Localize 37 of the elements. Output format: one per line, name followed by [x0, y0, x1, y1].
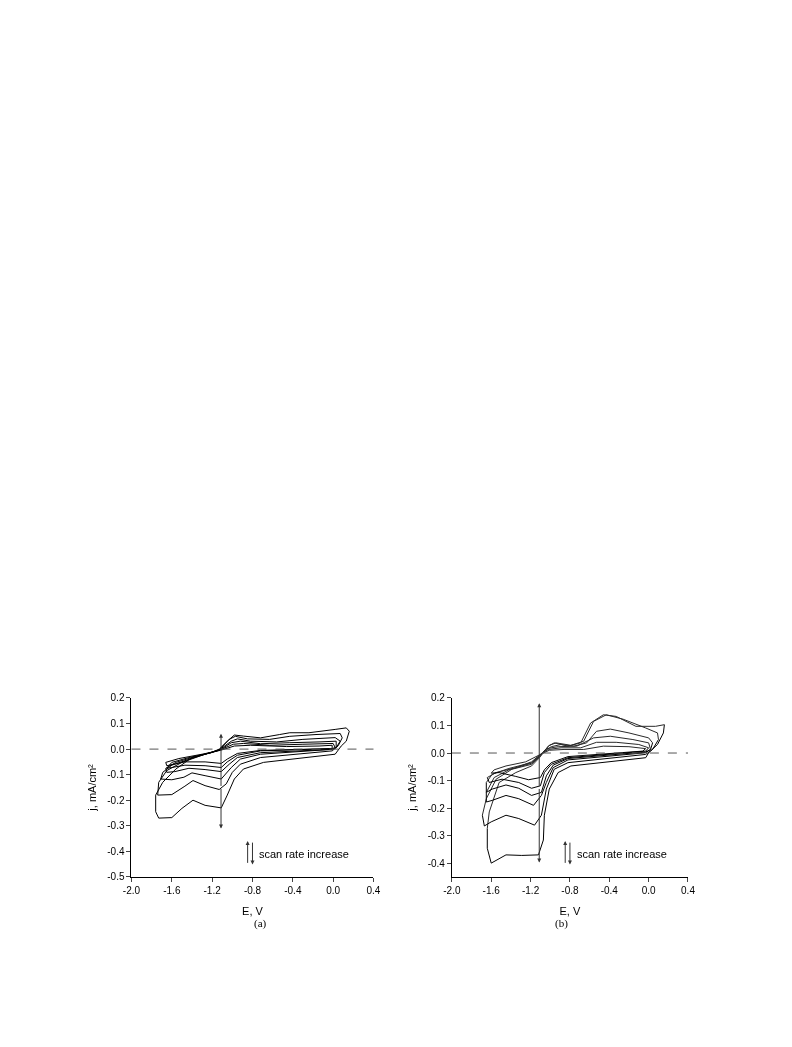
text: (a)	[254, 917, 267, 930]
text: (b)	[555, 917, 569, 930]
y-tick-label: -0.1	[427, 775, 446, 787]
y-axis-title: j, mA/cm²	[406, 763, 419, 812]
x-tick-label: 0.0	[326, 884, 341, 896]
y-tick-label: -0.3	[427, 830, 446, 842]
y-tick-label: 0.2	[110, 692, 125, 704]
y-tick-label: 0.0	[110, 743, 125, 755]
x-axis-title: E, V	[242, 905, 264, 918]
annotation: scan rate increase	[259, 848, 349, 860]
y-tick-label: -0.5	[107, 871, 125, 883]
annotation: scan rate increase	[577, 848, 667, 860]
x-tick-label: -1.2	[521, 884, 540, 896]
x-tick-label: 0.4	[681, 884, 696, 896]
y-tick-label: -0.2	[107, 794, 125, 806]
x-axis-title: E, V	[559, 905, 581, 918]
y-axis-title: j, mA/cm²	[85, 763, 98, 812]
y-tick-label: 0.1	[110, 718, 125, 730]
y-tick-label: -0.3	[107, 820, 125, 832]
x-tick-label: -2.0	[122, 884, 141, 896]
x-tick-label: -0.8	[243, 884, 262, 896]
x-tick-label: -2.0	[443, 884, 461, 896]
x-tick-label: -1.2	[203, 884, 222, 896]
x-tick-label: -1.6	[482, 884, 501, 896]
x-tick-label: 0.4	[366, 884, 381, 896]
x-tick-label: 0.0	[641, 884, 657, 896]
y-tick-label: 0.2	[430, 692, 446, 704]
y-tick-label: -0.4	[427, 857, 446, 869]
x-tick-label: -0.8	[561, 884, 579, 896]
y-tick-label: -0.4	[107, 845, 125, 857]
x-tick-label: -0.4	[600, 884, 619, 896]
y-tick-label: -0.2	[427, 802, 446, 814]
y-tick-label: 0.0	[430, 747, 446, 759]
y-tick-label: 0.1	[430, 720, 446, 732]
y-tick-label: -0.1	[107, 769, 125, 781]
x-tick-label: -0.4	[284, 884, 302, 896]
x-tick-label: -1.6	[163, 884, 181, 896]
